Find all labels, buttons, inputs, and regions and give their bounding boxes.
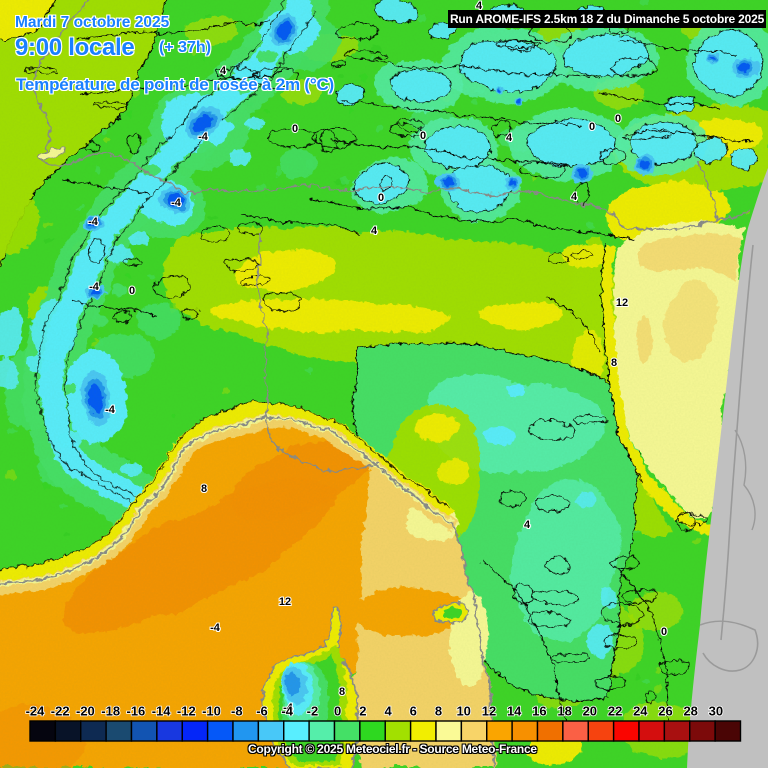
svg-text:20: 20 xyxy=(583,704,597,719)
svg-text:26: 26 xyxy=(658,704,672,719)
svg-text:12: 12 xyxy=(616,297,628,309)
svg-text:0: 0 xyxy=(129,285,135,297)
svg-text:22: 22 xyxy=(608,704,622,719)
svg-text:-4: -4 xyxy=(88,216,99,228)
svg-text:10: 10 xyxy=(456,704,470,719)
svg-text:24: 24 xyxy=(633,704,648,719)
svg-text:-22: -22 xyxy=(51,704,70,719)
svg-text:-12: -12 xyxy=(177,704,196,719)
svg-text:8: 8 xyxy=(339,686,345,698)
svg-text:16: 16 xyxy=(532,704,546,719)
svg-text:-4: -4 xyxy=(283,702,294,714)
svg-text:-18: -18 xyxy=(101,704,120,719)
svg-text:-14: -14 xyxy=(152,704,172,719)
svg-text:-4: -4 xyxy=(171,197,182,209)
svg-text:12: 12 xyxy=(279,596,291,608)
svg-text:0: 0 xyxy=(661,626,667,638)
svg-text:8: 8 xyxy=(611,357,617,369)
svg-text:4: 4 xyxy=(524,519,531,531)
svg-text:8: 8 xyxy=(201,483,207,495)
svg-text:30: 30 xyxy=(709,704,723,719)
svg-text:12: 12 xyxy=(482,704,496,719)
svg-text:4: 4 xyxy=(371,225,378,237)
svg-text:-24: -24 xyxy=(26,704,46,719)
svg-text:-4: -4 xyxy=(210,622,221,634)
svg-text:2: 2 xyxy=(359,704,366,719)
svg-text:-2: -2 xyxy=(307,704,319,719)
svg-text:4: 4 xyxy=(476,0,483,12)
svg-text:0: 0 xyxy=(615,113,621,125)
svg-text:-8: -8 xyxy=(231,704,243,719)
svg-text:-4: -4 xyxy=(105,404,116,416)
svg-text:4: 4 xyxy=(506,132,513,144)
svg-text:-10: -10 xyxy=(202,704,221,719)
svg-text:18: 18 xyxy=(557,704,571,719)
svg-text:0: 0 xyxy=(292,123,298,135)
svg-text:-4: -4 xyxy=(89,281,100,293)
svg-text:-4: -4 xyxy=(281,704,293,719)
svg-text:-20: -20 xyxy=(76,704,95,719)
svg-text:4: 4 xyxy=(220,65,227,77)
svg-text:4: 4 xyxy=(571,191,578,203)
svg-text:0: 0 xyxy=(378,192,384,204)
svg-text:8: 8 xyxy=(435,704,442,719)
svg-text:28: 28 xyxy=(683,704,697,719)
svg-text:-16: -16 xyxy=(127,704,146,719)
svg-text:-4: -4 xyxy=(198,131,209,143)
svg-text:-6: -6 xyxy=(256,704,268,719)
svg-text:0: 0 xyxy=(334,704,341,719)
svg-text:6: 6 xyxy=(410,704,417,719)
svg-text:0: 0 xyxy=(420,130,426,142)
svg-text:14: 14 xyxy=(507,704,522,719)
svg-text:0: 0 xyxy=(589,121,595,133)
svg-text:4: 4 xyxy=(384,704,392,719)
